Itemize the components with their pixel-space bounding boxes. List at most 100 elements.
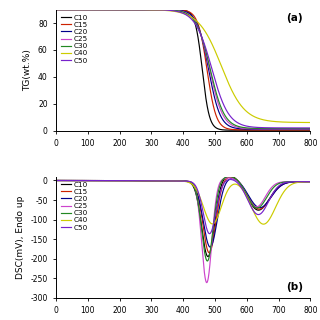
C20 — [276, 127, 280, 131]
C10 — [54, 8, 58, 12]
C30 — [304, 180, 308, 184]
C50 — [304, 180, 308, 184]
C15 — [98, 8, 102, 12]
C15 — [308, 180, 312, 184]
C50 — [152, 8, 156, 12]
C10 — [98, 8, 102, 12]
C15 — [98, 179, 102, 182]
C20 — [276, 186, 280, 190]
Line: C15: C15 — [56, 177, 310, 253]
C50 — [54, 179, 58, 182]
C10 — [163, 8, 166, 12]
C10 — [228, 174, 231, 178]
C25 — [205, 281, 209, 284]
Line: C10: C10 — [56, 10, 310, 130]
C15 — [304, 180, 308, 184]
C30 — [98, 8, 102, 12]
C15 — [303, 128, 307, 132]
Legend: C10, C15, C20, C25, C30, C40, C50: C10, C15, C20, C25, C30, C40, C50 — [60, 180, 90, 232]
C25 — [276, 127, 280, 131]
C20 — [83, 179, 87, 182]
C30 — [152, 179, 156, 183]
C50 — [54, 8, 58, 12]
C15 — [276, 186, 280, 190]
C10 — [83, 179, 87, 182]
Legend: C10, C15, C20, C25, C30, C40, C50: C10, C15, C20, C25, C30, C40, C50 — [60, 13, 90, 65]
C30 — [205, 259, 209, 263]
C15 — [207, 251, 211, 255]
C25 — [163, 179, 166, 183]
C50 — [276, 126, 280, 130]
C40 — [98, 179, 102, 182]
C30 — [83, 179, 87, 182]
C15 — [54, 8, 58, 12]
C25 — [276, 181, 280, 185]
C20 — [208, 245, 212, 249]
C30 — [98, 179, 102, 182]
C50 — [163, 179, 166, 183]
C10 — [83, 8, 87, 12]
C10 — [98, 179, 102, 182]
C10 — [152, 8, 156, 12]
C25 — [304, 180, 308, 184]
C10 — [54, 179, 58, 182]
C30 — [163, 8, 166, 12]
C20 — [230, 177, 234, 180]
C20 — [98, 179, 102, 182]
C25 — [152, 179, 156, 183]
C20 — [163, 179, 166, 183]
C20 — [152, 8, 156, 12]
Line: C50: C50 — [56, 10, 310, 128]
C25 — [98, 179, 102, 182]
C25 — [54, 179, 58, 182]
C15 — [83, 8, 87, 12]
C10 — [276, 128, 280, 132]
Line: C40: C40 — [56, 10, 310, 123]
C40 — [303, 121, 307, 124]
C20 — [54, 179, 58, 182]
C10 — [276, 185, 280, 189]
C30 — [276, 182, 280, 186]
Line: C20: C20 — [56, 10, 310, 129]
C15 — [83, 179, 87, 182]
C10 — [304, 180, 308, 184]
C30 — [276, 127, 280, 131]
C40 — [308, 121, 312, 124]
Line: C25: C25 — [56, 10, 310, 129]
C15 — [308, 128, 312, 132]
C50 — [228, 178, 232, 181]
C50 — [152, 179, 156, 183]
C10 — [303, 128, 307, 132]
C40 — [304, 180, 308, 184]
C30 — [227, 175, 231, 179]
C40 — [308, 180, 312, 184]
C25 — [54, 8, 58, 12]
C25 — [303, 127, 307, 131]
C30 — [152, 8, 156, 12]
C30 — [163, 179, 166, 183]
Line: C15: C15 — [56, 10, 310, 130]
C25 — [83, 179, 87, 182]
C15 — [163, 8, 166, 12]
C20 — [303, 127, 307, 131]
C15 — [228, 175, 232, 179]
C50 — [276, 185, 280, 188]
C10 — [206, 255, 210, 259]
C50 — [308, 180, 312, 184]
C20 — [152, 179, 156, 183]
C15 — [54, 179, 58, 182]
C25 — [152, 8, 156, 12]
C50 — [303, 126, 307, 130]
Line: C50: C50 — [56, 180, 310, 234]
Line: C40: C40 — [56, 180, 310, 224]
C10 — [308, 128, 312, 132]
Line: C20: C20 — [56, 179, 310, 247]
C30 — [308, 127, 312, 131]
C40 — [276, 120, 280, 124]
C50 — [208, 232, 212, 236]
C40 — [98, 8, 102, 12]
C25 — [163, 8, 166, 12]
C50 — [308, 126, 312, 130]
C50 — [83, 8, 87, 12]
C40 — [152, 8, 156, 12]
